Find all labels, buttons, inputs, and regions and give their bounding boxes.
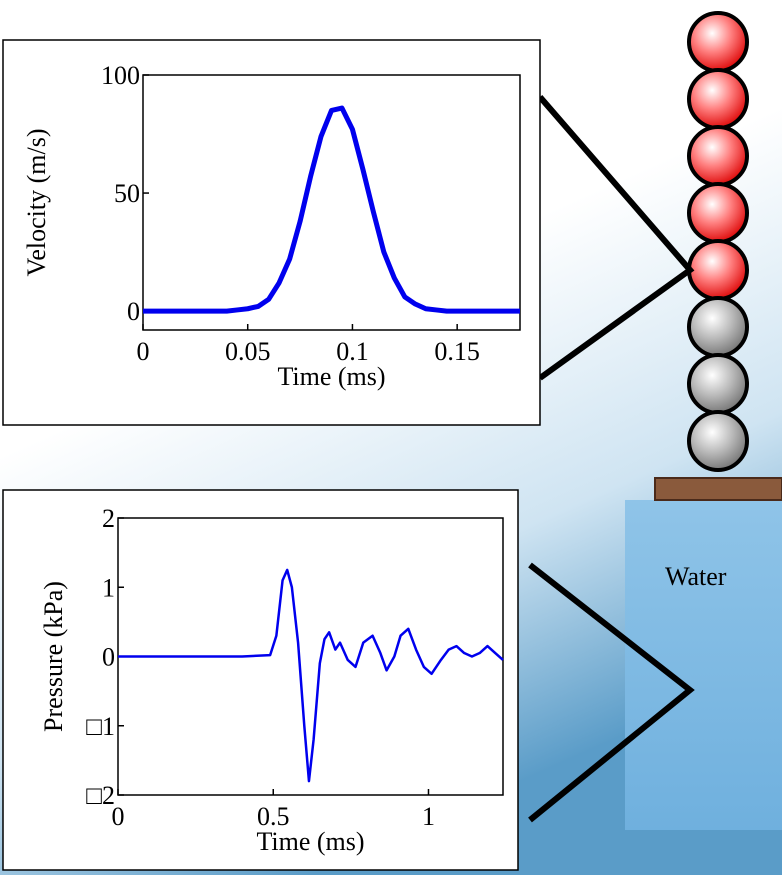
x-axis-label: Time (ms) bbox=[277, 362, 385, 391]
x-tick-label: 0.05 bbox=[225, 337, 271, 366]
x-tick-label: 0.1 bbox=[336, 337, 369, 366]
sphere bbox=[687, 239, 749, 301]
x-axis-label: Time (ms) bbox=[256, 827, 364, 856]
water-tank bbox=[625, 500, 782, 830]
x-tick-label: 1 bbox=[422, 802, 435, 831]
sphere bbox=[687, 125, 749, 187]
data-line bbox=[143, 105, 520, 314]
y-tick-label: 1 bbox=[102, 573, 115, 602]
y-tick-label: □2 bbox=[86, 781, 115, 810]
connector bbox=[537, 95, 695, 381]
y-tick-label: 2 bbox=[102, 504, 115, 533]
water-label: Water bbox=[665, 562, 727, 591]
connector bbox=[528, 562, 695, 823]
y-tick-label: 0 bbox=[102, 643, 115, 672]
y-axis-label: Pressure (kPa) bbox=[39, 581, 68, 732]
sphere bbox=[687, 182, 749, 244]
y-tick-label: 100 bbox=[101, 61, 140, 90]
sphere bbox=[687, 68, 749, 130]
plot-area bbox=[142, 74, 521, 331]
sphere bbox=[687, 11, 749, 73]
x-tick-label: 0 bbox=[112, 802, 125, 831]
y-axis-label: Velocity (m/s) bbox=[22, 128, 51, 276]
chart-panel bbox=[2, 39, 541, 426]
sphere-chain bbox=[687, 11, 749, 472]
y-tick-label: □1 bbox=[86, 712, 115, 741]
data-line bbox=[118, 568, 504, 783]
plate bbox=[654, 477, 782, 501]
x-tick-label: 0.15 bbox=[434, 337, 480, 366]
y-tick-label: 50 bbox=[114, 179, 140, 208]
y-tick-label: 0 bbox=[127, 297, 140, 326]
sphere bbox=[687, 410, 749, 472]
x-tick-label: 0.5 bbox=[257, 802, 290, 831]
x-tick-label: 0 bbox=[137, 337, 150, 366]
sphere bbox=[687, 296, 749, 358]
chart-panel bbox=[2, 489, 519, 871]
sphere bbox=[687, 353, 749, 415]
